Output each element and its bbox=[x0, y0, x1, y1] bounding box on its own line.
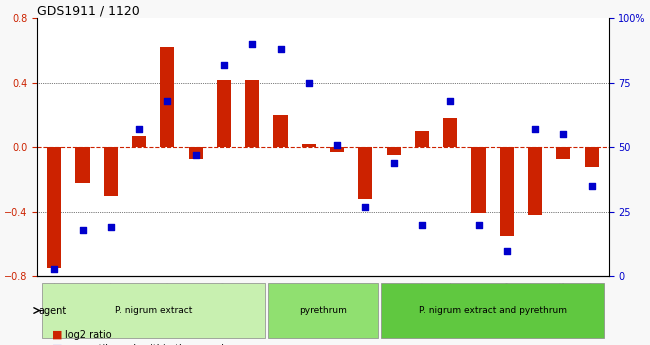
Point bbox=[134, 127, 144, 132]
Bar bbox=[358, 147, 372, 199]
Text: log2 ratio: log2 ratio bbox=[65, 330, 112, 340]
Bar bbox=[556, 147, 571, 159]
Point bbox=[558, 132, 569, 137]
Bar bbox=[500, 147, 514, 236]
Bar bbox=[132, 136, 146, 147]
FancyBboxPatch shape bbox=[42, 283, 265, 338]
Bar bbox=[104, 147, 118, 196]
Point bbox=[105, 225, 116, 230]
Point bbox=[49, 266, 59, 272]
Point bbox=[473, 222, 484, 227]
Bar bbox=[161, 47, 174, 147]
Bar bbox=[584, 147, 599, 167]
Bar bbox=[217, 80, 231, 147]
Point bbox=[77, 227, 88, 233]
Bar bbox=[387, 147, 400, 155]
Bar bbox=[188, 147, 203, 159]
Text: agent: agent bbox=[39, 306, 67, 316]
Bar bbox=[302, 144, 316, 147]
Bar bbox=[47, 147, 61, 268]
Text: pyrethrum: pyrethrum bbox=[299, 306, 347, 315]
Bar bbox=[75, 147, 90, 183]
Text: ■: ■ bbox=[52, 344, 62, 345]
Point bbox=[417, 222, 427, 227]
Text: P. nigrum extract and pyrethrum: P. nigrum extract and pyrethrum bbox=[419, 306, 567, 315]
Bar bbox=[443, 118, 458, 147]
Point bbox=[247, 41, 257, 47]
Point bbox=[276, 47, 286, 52]
Point bbox=[332, 142, 343, 148]
Point bbox=[389, 160, 399, 166]
Point bbox=[502, 248, 512, 253]
Point bbox=[360, 204, 370, 209]
FancyBboxPatch shape bbox=[268, 283, 378, 338]
Text: GDS1911 / 1120: GDS1911 / 1120 bbox=[37, 4, 140, 17]
Point bbox=[586, 183, 597, 189]
FancyBboxPatch shape bbox=[381, 283, 604, 338]
Point bbox=[530, 127, 540, 132]
Point bbox=[190, 152, 201, 158]
Point bbox=[445, 98, 456, 104]
Bar bbox=[330, 147, 344, 152]
Point bbox=[162, 98, 172, 104]
Bar bbox=[471, 147, 486, 214]
Bar bbox=[274, 115, 287, 147]
Text: ■: ■ bbox=[52, 330, 62, 340]
Point bbox=[219, 62, 229, 68]
Point bbox=[304, 80, 314, 86]
Text: percentile rank within the sample: percentile rank within the sample bbox=[65, 344, 230, 345]
Bar bbox=[245, 80, 259, 147]
Bar bbox=[528, 147, 542, 215]
Bar bbox=[415, 131, 429, 147]
Text: P. nigrum extract: P. nigrum extract bbox=[114, 306, 192, 315]
